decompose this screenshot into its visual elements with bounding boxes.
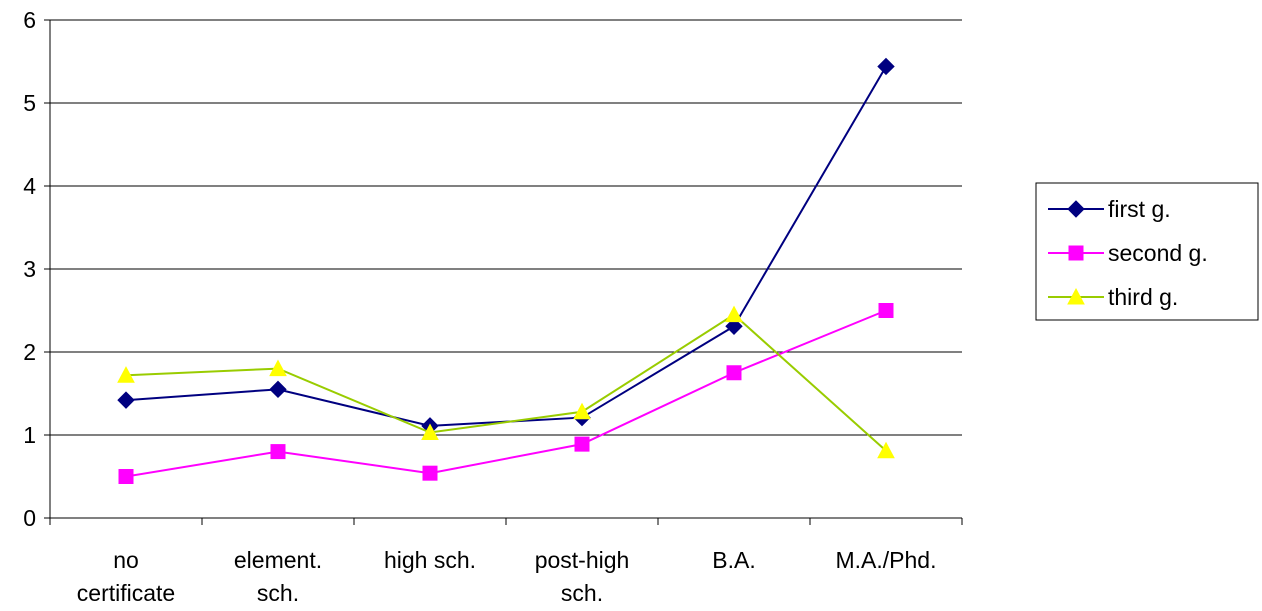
series-line-0 — [125, 65, 887, 427]
data-point-0-0 — [117, 391, 135, 409]
series-line-1 — [125, 309, 887, 478]
data-point-0-5 — [877, 57, 895, 76]
data-point-1-1 — [270, 444, 286, 460]
series-group — [117, 57, 895, 484]
data-point-2-4 — [725, 305, 743, 323]
series-0 — [117, 57, 895, 435]
y-tick-label-0: 0 — [23, 505, 36, 531]
legend-marker-1 — [1068, 245, 1084, 261]
x-tick-label-line: element. — [234, 547, 322, 573]
legend: first g. second g. third g. — [1035, 182, 1259, 321]
series-2 — [117, 305, 895, 459]
grid-lines — [50, 19, 962, 436]
legend-label-2: third g. — [1108, 284, 1178, 310]
x-tick-label-line: post-high — [535, 547, 630, 573]
y-tick-label-2: 2 — [23, 339, 36, 365]
series-1 — [118, 303, 894, 484]
legend-label-0: first g. — [1108, 196, 1171, 222]
data-point-1-0 — [118, 469, 134, 484]
x-tick-label-line: high sch. — [384, 547, 476, 573]
x-tick-label-2: high sch. — [384, 547, 476, 573]
legend-label-1: second g. — [1108, 240, 1208, 266]
x-tick-label-line: M.A./Phd. — [836, 547, 937, 573]
x-tick-label-line: sch. — [561, 580, 603, 606]
data-point-0-4 — [725, 317, 743, 335]
legend-item-1: second g. — [1048, 240, 1208, 266]
legend-item-2: third g. — [1048, 284, 1178, 310]
y-tick-label-1: 1 — [23, 422, 36, 448]
series-line-2 — [125, 313, 887, 452]
x-tick-labels: no certificate element. sch. high sch. post-h… — [77, 547, 937, 606]
data-point-2-3 — [573, 402, 591, 420]
data-point-1-3 — [574, 436, 590, 452]
axes — [44, 19, 963, 525]
legend-marker-0 — [1067, 200, 1085, 218]
x-tick-label-line: B.A. — [712, 547, 755, 573]
data-point-1-4 — [726, 365, 742, 381]
x-tick-label-1: element. sch. — [234, 547, 322, 606]
x-tick-label-4: B.A. — [712, 547, 755, 573]
y-tick-label-6: 6 — [23, 7, 36, 33]
data-point-2-0 — [117, 366, 135, 383]
x-tick-label-line: no — [113, 547, 139, 573]
data-point-2-5 — [877, 441, 895, 459]
data-point-1-2 — [422, 465, 438, 481]
x-tick-label-5: M.A./Phd. — [836, 547, 937, 573]
legend-marker-2 — [1067, 287, 1085, 305]
x-tick-label-0: no certificate — [77, 547, 175, 606]
data-point-0-1 — [269, 380, 287, 399]
data-point-2-1 — [269, 359, 287, 377]
y-tick-label-3: 3 — [23, 256, 36, 282]
x-tick-label-line: certificate — [77, 580, 175, 606]
x-tick-label-3: post-high sch. — [535, 547, 630, 606]
data-point-1-5 — [878, 303, 894, 318]
data-point-2-2 — [421, 423, 439, 441]
legend-item-0: first g. — [1048, 196, 1171, 222]
y-tick-label-5: 5 — [23, 90, 36, 116]
y-tick-labels: 0 1 2 3 4 5 6 — [23, 7, 36, 531]
x-tick-label-line: sch. — [257, 580, 299, 606]
y-tick-label-4: 4 — [23, 173, 36, 199]
